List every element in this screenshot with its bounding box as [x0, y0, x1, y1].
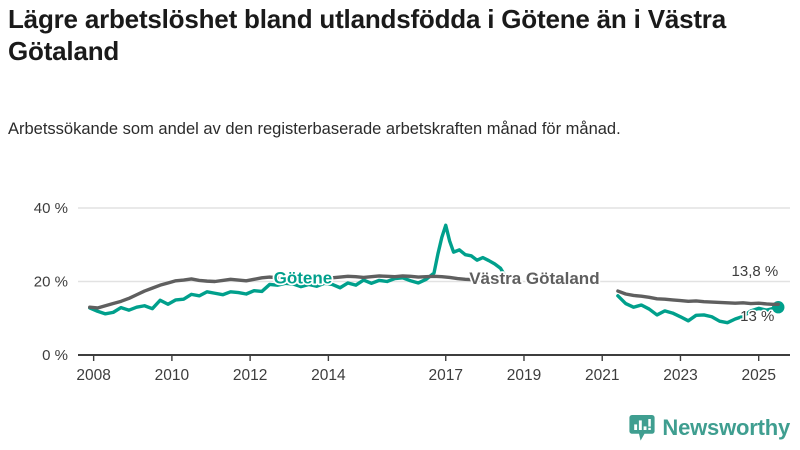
- x-tick-label: 2019: [507, 367, 541, 384]
- series-inline-label: Götene: [274, 268, 333, 287]
- bar-chart-bubble-icon: [629, 415, 656, 441]
- chart-annotations: Götene Västra Götaland 13,8 % 13 %: [272, 261, 780, 326]
- brand-name: Newsworthy: [662, 415, 790, 440]
- series-line: [88, 223, 780, 325]
- x-tick-label: 2008: [76, 367, 110, 384]
- y-axis-ticks: 0 % 20 % 40 %: [34, 200, 68, 364]
- x-tick-label: 2021: [585, 367, 619, 384]
- y-tick-label: 20 %: [34, 274, 68, 291]
- x-tick-label: 2017: [428, 367, 462, 384]
- x-tick-label: 2010: [155, 367, 190, 384]
- chart-svg: 0 % 20 % 40 % 2008 2010 2012 2014 2017 2019 2021…: [34, 200, 790, 384]
- page-subtitle: Arbetssökande som andel av den registerb…: [8, 120, 621, 138]
- x-tick-label: 2014: [311, 367, 346, 384]
- x-tick-label: 2023: [663, 367, 697, 384]
- line-chart: 0 % 20 % 40 % 2008 2010 2012 2014 2017 2019 2021…: [0, 190, 800, 395]
- x-tick-label: 2012: [233, 367, 267, 384]
- y-tick-label: 40 %: [34, 200, 68, 217]
- series-value-label: 13,8 %: [732, 263, 779, 280]
- y-tick-label: 0 %: [42, 347, 68, 364]
- series-line: [88, 274, 780, 310]
- x-axis-ticks: 2008 2010 2012 2014 2017 2019 2021 2023 2025: [76, 355, 776, 384]
- series-value-label: 13 %: [740, 308, 774, 325]
- series-inline-label: Västra Götaland: [469, 269, 599, 288]
- page-title: Lägre arbetslöshet bland utlandsfödda i …: [8, 4, 726, 66]
- series-lines: [88, 223, 785, 325]
- x-tick-label: 2025: [741, 367, 775, 384]
- newsworthy-logo[interactable]: Newsworthy: [629, 414, 790, 442]
